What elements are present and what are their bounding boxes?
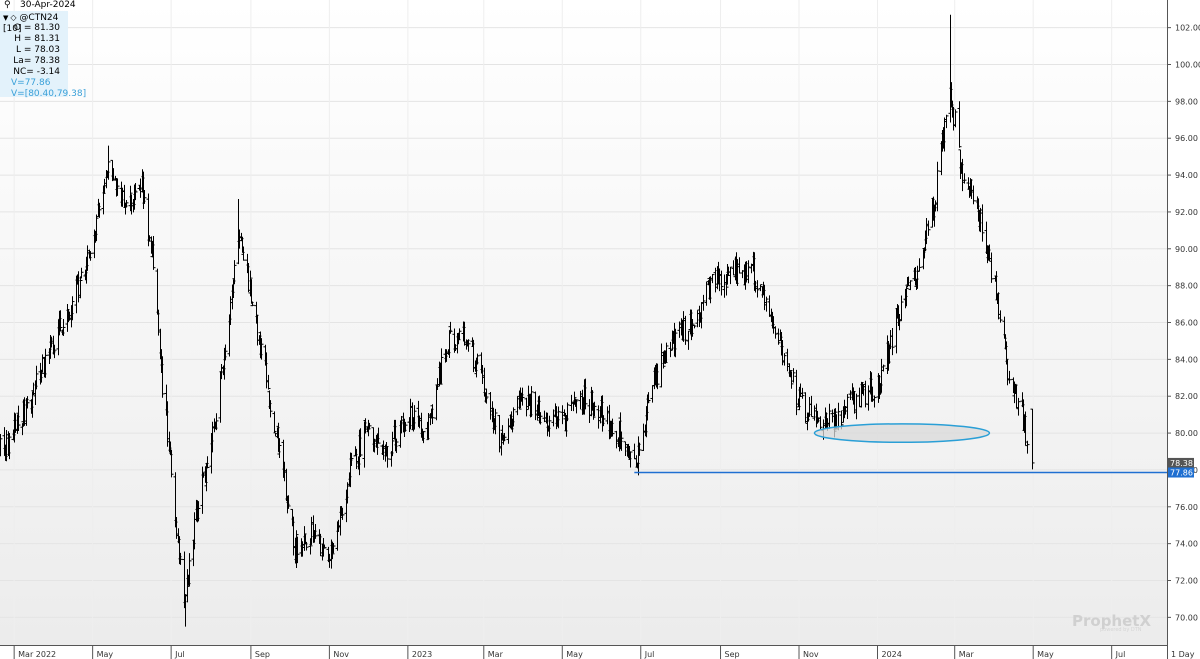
- y-tick-label: 88.00: [1175, 282, 1198, 291]
- collapse-triangle-icon[interactable]: ▼: [3, 14, 9, 22]
- v-range-value: V=[80.40,79.38]: [11, 89, 87, 99]
- x-tick-label: Mar: [959, 650, 975, 659]
- x-tick-label: Sep: [255, 650, 270, 659]
- x-tick-label: Mar 2022: [18, 650, 56, 659]
- line-price-tag-bg: [1168, 467, 1194, 478]
- x-tick-label: Jul: [644, 650, 655, 659]
- interval-label: 1 Day: [1171, 650, 1195, 659]
- ohlc-box: ▼ ◇ @CTN24 [10] O = 81.30 H = 81.31 L = 7…: [0, 11, 86, 99]
- y-tick-label: 82.00: [1175, 392, 1198, 401]
- annotations: [634, 423, 1167, 474]
- y-tick-label: 100.00: [1175, 61, 1200, 70]
- line-price-tag: 77.86: [1170, 469, 1193, 478]
- symbol-label: @CTN24 [10]: [3, 13, 59, 34]
- y-tick-label: 72.00: [1175, 577, 1198, 586]
- cursor-date: 30-Apr-2024: [20, 0, 76, 10]
- y-axis: 70.0072.0074.0076.0078.0080.0082.0084.00…: [1167, 0, 1200, 659]
- y-tick-label: 94.00: [1175, 171, 1198, 180]
- prophetx-logo-sub: powered by DTN: [1100, 627, 1142, 633]
- x-tick-label: Nov: [803, 650, 819, 659]
- last-price-tag: 78.38: [1170, 459, 1193, 468]
- symbol-row[interactable]: ▼ ◇ @CTN24 [10]: [3, 12, 73, 35]
- y-tick-label: 74.00: [1175, 540, 1198, 549]
- x-tick-label: May: [97, 650, 114, 659]
- y-tick-label: 90.00: [1175, 245, 1198, 254]
- y-tick-label: 86.00: [1175, 319, 1198, 328]
- x-axis: Mar 2022 May Jul Sep Nov 2023 Mar May Jul Sep Nov 2…: [0, 645, 1195, 659]
- y-tick-label: 80.00: [1175, 429, 1198, 438]
- x-tick-label: May: [566, 650, 583, 659]
- x-tick-label: 2023: [412, 650, 432, 659]
- x-tick-label: 2024: [882, 650, 902, 659]
- last-price-tag-bg: [1168, 457, 1194, 468]
- x-tick-label: Jul: [174, 650, 185, 659]
- x-tick-label: Jul: [1115, 650, 1126, 659]
- y-tick-label: 98.00: [1175, 97, 1198, 106]
- y-tick-label: 92.00: [1175, 208, 1198, 217]
- v-level-value: V=77.86: [11, 78, 51, 88]
- date-row: ⚲ 30-Apr-2024: [4, 0, 124, 11]
- high-value: H = 81.31: [14, 34, 60, 44]
- y-tick-label: 76.00: [1175, 503, 1198, 512]
- net-change-value: NC= -3.14: [13, 67, 60, 77]
- x-tick-label: Nov: [333, 650, 349, 659]
- price-bars: [0, 14, 1035, 627]
- prophetx-logo: ProphetX: [1072, 612, 1152, 630]
- last-value: La= 78.38: [13, 56, 60, 66]
- y-tick-label: 70.00: [1175, 613, 1198, 622]
- open-value: O = 81.30: [13, 23, 60, 33]
- diamond-icon: ◇: [10, 13, 17, 22]
- support-ellipse: [813, 423, 991, 444]
- y-tick-label: 102.00: [1175, 24, 1200, 33]
- x-tick-label: May: [1037, 650, 1054, 659]
- magnifier-icon[interactable]: ⚲: [4, 0, 11, 10]
- x-tick-label: Mar: [488, 650, 504, 659]
- y-tick-label: 84.00: [1175, 355, 1198, 364]
- low-value: L = 78.03: [15, 45, 60, 55]
- y-tick-label: 96.00: [1175, 134, 1198, 143]
- x-tick-label: Sep: [725, 650, 740, 659]
